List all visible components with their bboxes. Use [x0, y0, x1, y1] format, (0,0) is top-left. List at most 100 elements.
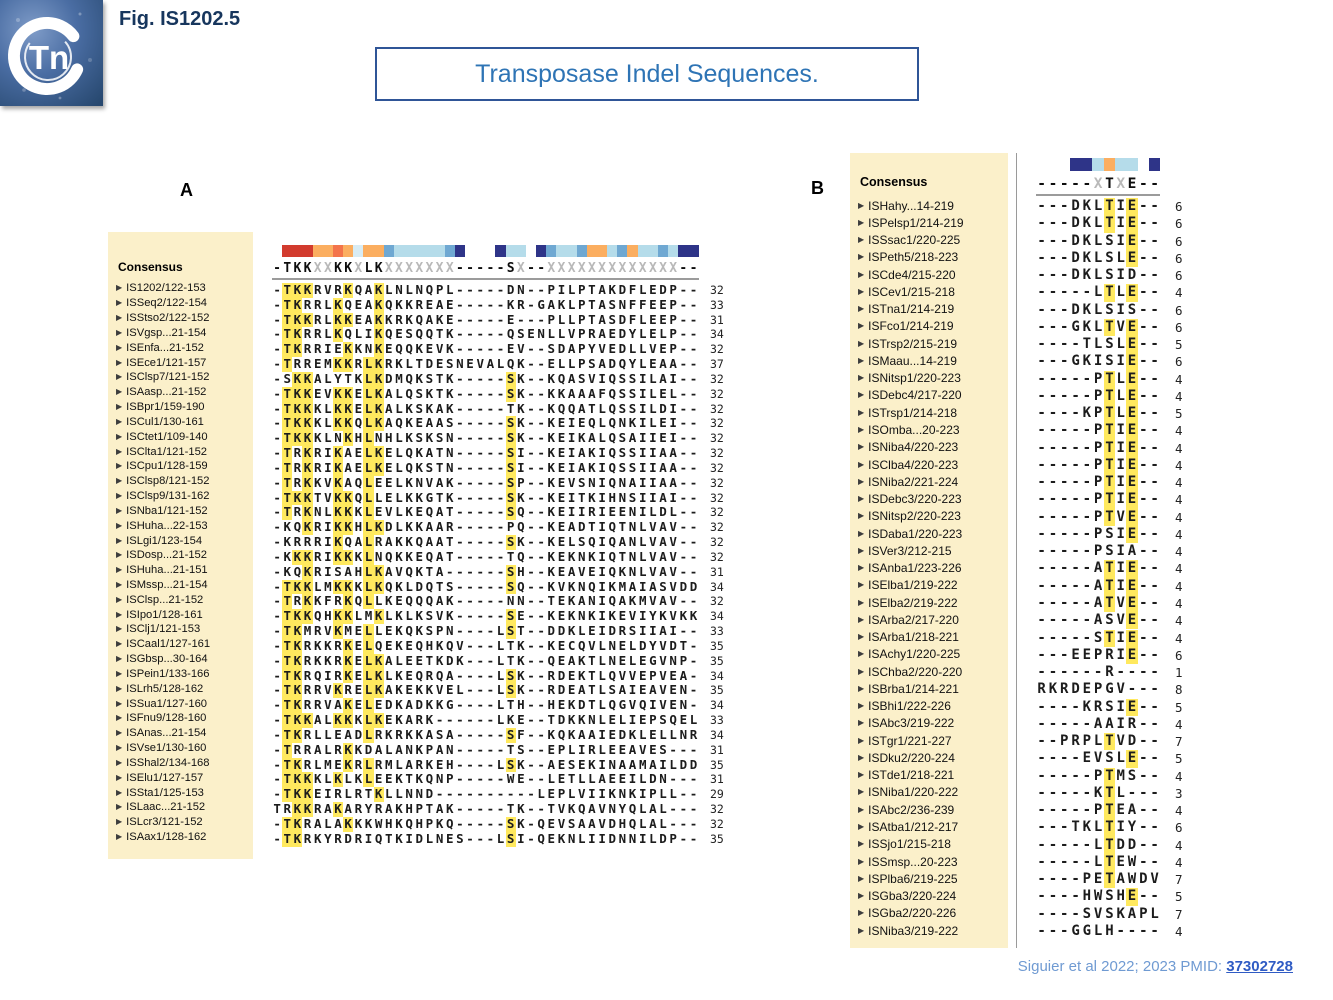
- sequence-id-row[interactable]: ▶ ISAbc3/219-222: [858, 715, 954, 732]
- sequence-id-row[interactable]: ▶ ISSta1/125-153: [116, 785, 204, 800]
- expand-triangle-icon[interactable]: ▶: [858, 683, 865, 693]
- expand-triangle-icon[interactable]: ▶: [116, 431, 123, 441]
- expand-triangle-icon[interactable]: ▶: [116, 802, 123, 812]
- expand-triangle-icon[interactable]: ▶: [116, 327, 123, 337]
- expand-triangle-icon[interactable]: ▶: [116, 565, 123, 575]
- sequence-id-row[interactable]: ▶ ISVse1/130-160: [116, 741, 206, 756]
- expand-triangle-icon[interactable]: ▶: [116, 668, 123, 678]
- sequence-id-row[interactable]: ▶ ISDebc4/217-220: [858, 387, 962, 404]
- sequence-id-row[interactable]: ▶ ISArba2/217-220: [858, 611, 959, 628]
- sequence-id-row[interactable]: ▶ ISCaal1/127-161: [116, 637, 210, 652]
- sequence-id-row[interactable]: ▶ ISShal2/134-168: [116, 756, 210, 771]
- expand-triangle-icon[interactable]: ▶: [858, 528, 865, 538]
- sequence-id-row[interactable]: ▶ ISClsp...21-152: [116, 592, 203, 607]
- expand-triangle-icon[interactable]: ▶: [858, 252, 865, 262]
- pmid-link[interactable]: 37302728: [1226, 958, 1293, 975]
- expand-triangle-icon[interactable]: ▶: [858, 476, 865, 486]
- expand-triangle-icon[interactable]: ▶: [116, 580, 123, 589]
- sequence-id-row[interactable]: ▶ ISClsp9/131-162: [116, 489, 210, 504]
- expand-triangle-icon[interactable]: ▶: [858, 304, 865, 314]
- expand-triangle-icon[interactable]: ▶: [858, 286, 865, 296]
- expand-triangle-icon[interactable]: ▶: [858, 597, 865, 607]
- expand-triangle-icon[interactable]: ▶: [858, 425, 865, 434]
- sequence-id-row[interactable]: ▶ ISAtba1/212-217: [858, 818, 958, 835]
- sequence-id-row[interactable]: ▶ ISGba2/220-226: [858, 905, 956, 922]
- sequence-id-row[interactable]: ▶ ISTna1/214-219: [858, 301, 954, 318]
- expand-triangle-icon[interactable]: ▶: [116, 624, 123, 634]
- expand-triangle-icon[interactable]: ▶: [858, 200, 865, 210]
- expand-triangle-icon[interactable]: ▶: [858, 459, 865, 469]
- expand-triangle-icon[interactable]: ▶: [116, 491, 123, 501]
- sequence-id-row[interactable]: ▶ ISArba1/218-221: [858, 629, 959, 646]
- expand-triangle-icon[interactable]: ▶: [116, 535, 123, 545]
- expand-triangle-icon[interactable]: ▶: [116, 594, 123, 604]
- expand-triangle-icon[interactable]: ▶: [116, 757, 123, 767]
- expand-triangle-icon[interactable]: ▶: [116, 402, 123, 412]
- expand-triangle-icon[interactable]: ▶: [116, 357, 123, 367]
- expand-triangle-icon[interactable]: ▶: [858, 390, 865, 400]
- expand-triangle-icon[interactable]: ▶: [116, 728, 123, 738]
- sequence-id-row[interactable]: ▶ ISNiba1/220-222: [858, 784, 958, 801]
- expand-triangle-icon[interactable]: ▶: [858, 770, 865, 780]
- sequence-id-row[interactable]: ▶ ISVer3/212-215: [858, 542, 952, 559]
- sequence-id-row[interactable]: ▶ ISTrsp2/215-219: [858, 335, 957, 352]
- expand-triangle-icon[interactable]: ▶: [858, 908, 865, 918]
- expand-triangle-icon[interactable]: ▶: [858, 545, 865, 555]
- sequence-id-row[interactable]: ▶ ISLgi1/123-154: [116, 533, 202, 548]
- sequence-id-row[interactable]: ▶ ISFnu9/128-160: [116, 711, 206, 726]
- expand-triangle-icon[interactable]: ▶: [858, 494, 865, 504]
- expand-triangle-icon[interactable]: ▶: [858, 735, 865, 745]
- sequence-id-row[interactable]: ▶ ISClba4/220-223: [858, 456, 958, 473]
- expand-triangle-icon[interactable]: ▶: [858, 821, 865, 831]
- sequence-id-row[interactable]: ▶ ISTgr1/221-227: [858, 732, 952, 749]
- expand-triangle-icon[interactable]: ▶: [116, 787, 123, 797]
- expand-triangle-icon[interactable]: ▶: [116, 416, 123, 426]
- sequence-id-row[interactable]: ▶ ISStso2/122-152: [116, 311, 210, 326]
- expand-triangle-icon[interactable]: ▶: [858, 856, 865, 866]
- sequence-id-row[interactable]: ▶ ISEnfa...21-152: [116, 340, 204, 355]
- sequence-id-row[interactable]: ▶ ISPeth5/218-223: [858, 249, 958, 266]
- sequence-id-row[interactable]: ▶ ISCpu1/128-159: [116, 459, 208, 474]
- sequence-id-row[interactable]: ▶ ISHahy...14-219: [858, 197, 954, 214]
- expand-triangle-icon[interactable]: ▶: [116, 654, 123, 664]
- expand-triangle-icon[interactable]: ▶: [116, 283, 123, 293]
- expand-triangle-icon[interactable]: ▶: [116, 639, 123, 649]
- sequence-id-row[interactable]: ▶ ISBpr1/159-190: [116, 400, 205, 415]
- sequence-id-row[interactable]: ▶ ISNba1/121-152: [116, 503, 208, 518]
- sequence-id-row[interactable]: ▶ ISPlba6/219-225: [858, 870, 958, 887]
- expand-triangle-icon[interactable]: ▶: [858, 701, 865, 711]
- expand-triangle-icon[interactable]: ▶: [858, 563, 865, 573]
- expand-triangle-icon[interactable]: ▶: [858, 338, 865, 348]
- expand-triangle-icon[interactable]: ▶: [116, 446, 123, 456]
- expand-triangle-icon[interactable]: ▶: [858, 614, 865, 624]
- sequence-id-row[interactable]: ▶ ISEce1/121-157: [116, 355, 206, 370]
- sequence-id-row[interactable]: ▶ ISGbsp...30-164: [116, 652, 208, 667]
- expand-triangle-icon[interactable]: ▶: [858, 925, 865, 935]
- expand-triangle-icon[interactable]: ▶: [116, 298, 123, 308]
- expand-triangle-icon[interactable]: ▶: [858, 891, 865, 901]
- expand-triangle-icon[interactable]: ▶: [858, 442, 865, 452]
- sequence-id-row[interactable]: ▶ ISAbc2/236-239: [858, 801, 954, 818]
- sequence-id-row[interactable]: ▶ ISAax1/128-162: [116, 830, 206, 845]
- expand-triangle-icon[interactable]: ▶: [116, 342, 123, 352]
- sequence-id-row[interactable]: ▶ ISNiba4/220-223: [858, 439, 958, 456]
- sequence-id-row[interactable]: ▶ ISLcr3/121-152: [116, 815, 203, 830]
- sequence-id-row[interactable]: ▶ ISPein1/133-166: [116, 667, 210, 682]
- sequence-id-row[interactable]: ▶ ISCtet1/109-140: [116, 429, 208, 444]
- sequence-id-row[interactable]: ▶ ISDaba1/220-223: [858, 525, 962, 542]
- expand-triangle-icon[interactable]: ▶: [116, 772, 123, 782]
- sequence-id-row[interactable]: ▶ ISNitsp2/220-223: [858, 508, 961, 525]
- sequence-id-row[interactable]: ▶ ISMssp...21-154: [116, 578, 208, 593]
- sequence-id-row[interactable]: ▶ ISMaau...14-219: [858, 352, 957, 369]
- sequence-id-row[interactable]: ▶ ISSsac1/220-225: [858, 232, 960, 249]
- sequence-id-row[interactable]: ▶ ISElu1/127-157: [116, 770, 203, 785]
- sequence-id-row[interactable]: ▶ ISSmsp...20-223: [858, 853, 958, 870]
- expand-triangle-icon[interactable]: ▶: [116, 743, 123, 753]
- sequence-id-row[interactable]: ▶ ISNitsp1/220-223: [858, 370, 961, 387]
- sequence-id-row[interactable]: ▶ ISIpo1/128-161: [116, 607, 203, 622]
- expand-triangle-icon[interactable]: ▶: [116, 683, 123, 693]
- expand-triangle-icon[interactable]: ▶: [858, 373, 865, 383]
- sequence-id-row[interactable]: ▶ ISSjo1/215-218: [858, 836, 951, 853]
- expand-triangle-icon[interactable]: ▶: [858, 752, 865, 762]
- sequence-id-row[interactable]: ▶ ISClsp8/121-152: [116, 474, 210, 489]
